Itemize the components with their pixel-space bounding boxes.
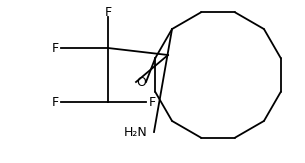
Text: H₂N: H₂N (124, 126, 148, 139)
Text: F: F (104, 6, 112, 18)
Text: F: F (149, 96, 156, 109)
Text: O: O (136, 75, 146, 89)
Text: F: F (52, 42, 59, 54)
Text: F: F (52, 96, 59, 109)
